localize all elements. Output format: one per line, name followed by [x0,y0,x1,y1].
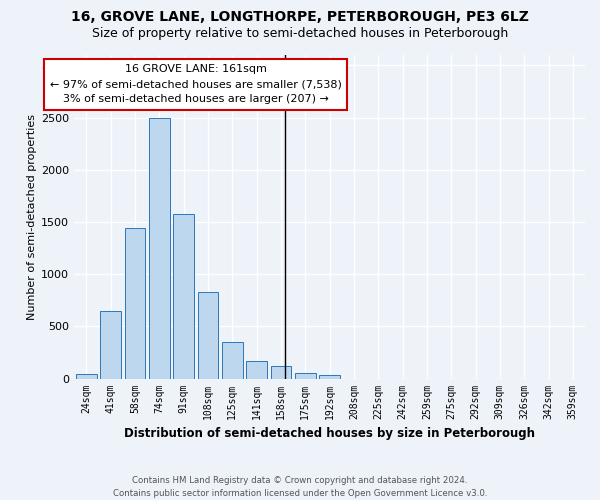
Bar [319,376,340,378]
Y-axis label: Number of semi-detached properties: Number of semi-detached properties [27,114,37,320]
Bar [295,373,316,378]
Bar [100,310,121,378]
Text: 16, GROVE LANE, LONGTHORPE, PETERBOROUGH, PE3 6LZ: 16, GROVE LANE, LONGTHORPE, PETERBOROUGH… [71,10,529,24]
Bar [149,118,170,378]
Text: 16 GROVE LANE: 161sqm
← 97% of semi-detached houses are smaller (7,538)
3% of se: 16 GROVE LANE: 161sqm ← 97% of semi-deta… [50,64,342,104]
Bar [246,361,267,378]
Bar [222,342,242,378]
Bar [173,214,194,378]
X-axis label: Distribution of semi-detached houses by size in Peterborough: Distribution of semi-detached houses by … [124,427,535,440]
Bar [197,292,218,378]
Text: Size of property relative to semi-detached houses in Peterborough: Size of property relative to semi-detach… [92,28,508,40]
Bar [271,366,291,378]
Text: Contains HM Land Registry data © Crown copyright and database right 2024.
Contai: Contains HM Land Registry data © Crown c… [113,476,487,498]
Bar [76,374,97,378]
Bar [125,228,145,378]
